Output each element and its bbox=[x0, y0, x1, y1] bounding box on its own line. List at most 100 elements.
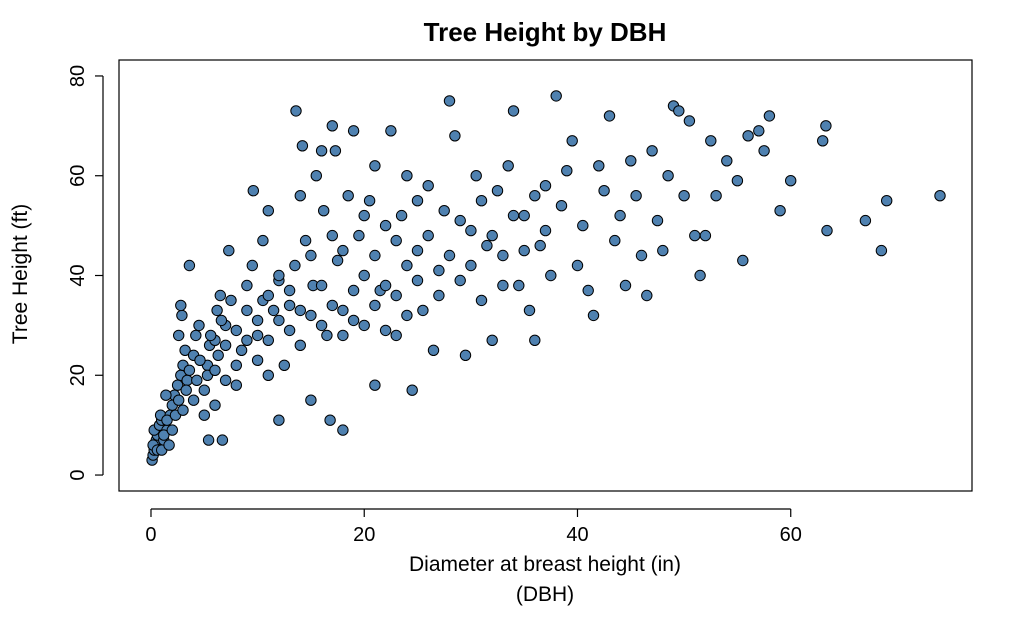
data-point bbox=[550, 90, 562, 102]
y-tick-label: 40 bbox=[67, 264, 89, 286]
y-tick-label: 20 bbox=[67, 364, 89, 386]
data-point bbox=[166, 424, 179, 436]
x-axis-label-subtitle: (DBH) bbox=[516, 583, 574, 606]
data-point bbox=[318, 205, 330, 217]
data-point bbox=[817, 135, 829, 147]
data-point bbox=[358, 319, 370, 332]
data-point bbox=[486, 334, 498, 346]
data-point bbox=[347, 314, 360, 327]
data-point bbox=[294, 190, 306, 202]
data-point bbox=[646, 145, 658, 157]
data-point bbox=[625, 155, 637, 167]
data-point bbox=[262, 289, 274, 302]
data-point bbox=[662, 170, 674, 182]
data-point bbox=[209, 364, 221, 376]
data-point bbox=[731, 175, 744, 187]
plot-frame bbox=[118, 59, 973, 492]
data-point bbox=[523, 304, 536, 317]
data-point bbox=[401, 170, 413, 182]
data-point bbox=[177, 404, 189, 416]
data-point bbox=[539, 224, 552, 237]
data-point bbox=[358, 269, 370, 282]
data-point bbox=[785, 175, 797, 187]
data-point bbox=[529, 334, 541, 346]
data-point bbox=[331, 254, 344, 267]
data-point bbox=[347, 125, 360, 137]
data-point bbox=[614, 209, 626, 222]
data-point bbox=[219, 339, 232, 351]
data-point bbox=[587, 309, 600, 322]
data-point bbox=[214, 289, 227, 302]
data-point bbox=[571, 259, 584, 272]
data-point bbox=[753, 125, 765, 137]
data-point bbox=[310, 170, 322, 182]
data-point bbox=[705, 135, 717, 147]
data-point bbox=[209, 399, 221, 411]
data-point bbox=[507, 105, 520, 117]
y-tick-label: 60 bbox=[67, 165, 89, 187]
data-point bbox=[183, 364, 196, 376]
data-point bbox=[502, 160, 514, 172]
data-point bbox=[465, 259, 477, 272]
data-point bbox=[216, 434, 229, 446]
data-point bbox=[158, 429, 170, 441]
data-point bbox=[934, 190, 946, 202]
data-point bbox=[673, 105, 685, 117]
data-point bbox=[215, 314, 228, 327]
data-point bbox=[577, 219, 589, 232]
data-point bbox=[294, 339, 306, 351]
data-point bbox=[539, 180, 552, 192]
data-point bbox=[315, 279, 328, 292]
x-tick-label: 0 bbox=[145, 524, 156, 546]
data-point bbox=[470, 170, 482, 182]
data-point bbox=[390, 289, 402, 302]
data-point bbox=[411, 195, 424, 207]
data-point bbox=[379, 324, 392, 337]
y-axis: 0 20 40 60 80 bbox=[67, 65, 104, 481]
data-point bbox=[273, 414, 285, 426]
data-point bbox=[230, 379, 243, 391]
data-point bbox=[326, 120, 338, 132]
data-point bbox=[241, 334, 253, 346]
chart-title: Tree Height by DBH bbox=[424, 17, 667, 47]
data-point bbox=[619, 279, 632, 292]
data-point bbox=[411, 244, 424, 257]
data-point bbox=[641, 289, 653, 302]
data-point bbox=[289, 259, 301, 272]
data-point bbox=[513, 279, 525, 292]
data-point bbox=[379, 219, 392, 232]
data-point bbox=[257, 234, 269, 247]
data-point bbox=[273, 269, 285, 282]
data-point bbox=[321, 329, 333, 342]
data-point bbox=[545, 269, 557, 282]
data-point bbox=[193, 319, 205, 332]
data-point bbox=[283, 299, 296, 312]
data-point bbox=[315, 319, 328, 332]
data-point bbox=[449, 130, 461, 142]
data-point bbox=[417, 304, 429, 317]
data-point bbox=[262, 369, 274, 381]
data-point bbox=[406, 384, 418, 396]
points-layer bbox=[146, 90, 946, 466]
data-point bbox=[438, 205, 450, 217]
data-point bbox=[481, 239, 493, 252]
data-point bbox=[202, 434, 215, 446]
data-point bbox=[247, 185, 260, 197]
data-point bbox=[742, 130, 754, 142]
data-point bbox=[497, 279, 509, 292]
data-point bbox=[390, 329, 402, 342]
data-point bbox=[296, 140, 309, 152]
data-point bbox=[198, 409, 211, 421]
data-point bbox=[262, 205, 274, 217]
data-point bbox=[176, 309, 188, 322]
data-point bbox=[337, 244, 349, 257]
data-point bbox=[582, 284, 594, 297]
data-point bbox=[411, 274, 424, 287]
data-point bbox=[235, 344, 248, 356]
data-point bbox=[721, 155, 733, 167]
data-point bbox=[507, 209, 520, 222]
data-point bbox=[763, 110, 776, 122]
data-point bbox=[363, 195, 376, 207]
data-point bbox=[160, 389, 172, 401]
